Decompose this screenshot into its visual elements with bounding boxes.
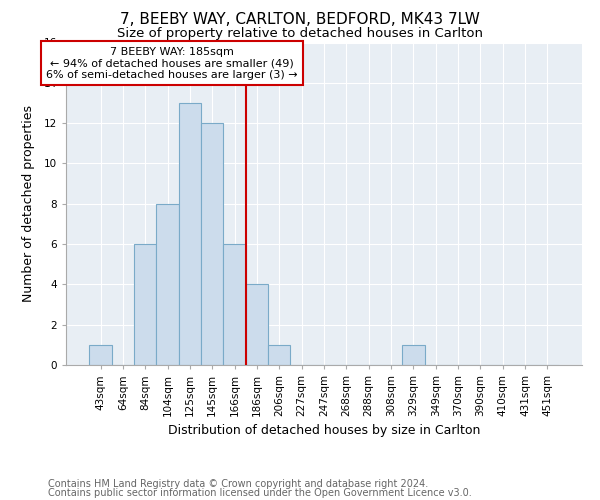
X-axis label: Distribution of detached houses by size in Carlton: Distribution of detached houses by size … — [168, 424, 480, 438]
Text: 7 BEEBY WAY: 185sqm
← 94% of detached houses are smaller (49)
6% of semi-detache: 7 BEEBY WAY: 185sqm ← 94% of detached ho… — [46, 46, 298, 80]
Bar — [246, 284, 268, 365]
Bar — [134, 244, 157, 365]
Bar — [179, 103, 201, 365]
Bar — [402, 345, 425, 365]
Bar — [201, 123, 223, 365]
Text: Contains HM Land Registry data © Crown copyright and database right 2024.: Contains HM Land Registry data © Crown c… — [48, 479, 428, 489]
Text: 7, BEEBY WAY, CARLTON, BEDFORD, MK43 7LW: 7, BEEBY WAY, CARLTON, BEDFORD, MK43 7LW — [120, 12, 480, 28]
Bar — [157, 204, 179, 365]
Y-axis label: Number of detached properties: Number of detached properties — [22, 106, 35, 302]
Text: Size of property relative to detached houses in Carlton: Size of property relative to detached ho… — [117, 28, 483, 40]
Bar — [268, 345, 290, 365]
Bar — [89, 345, 112, 365]
Bar — [223, 244, 246, 365]
Text: Contains public sector information licensed under the Open Government Licence v3: Contains public sector information licen… — [48, 488, 472, 498]
